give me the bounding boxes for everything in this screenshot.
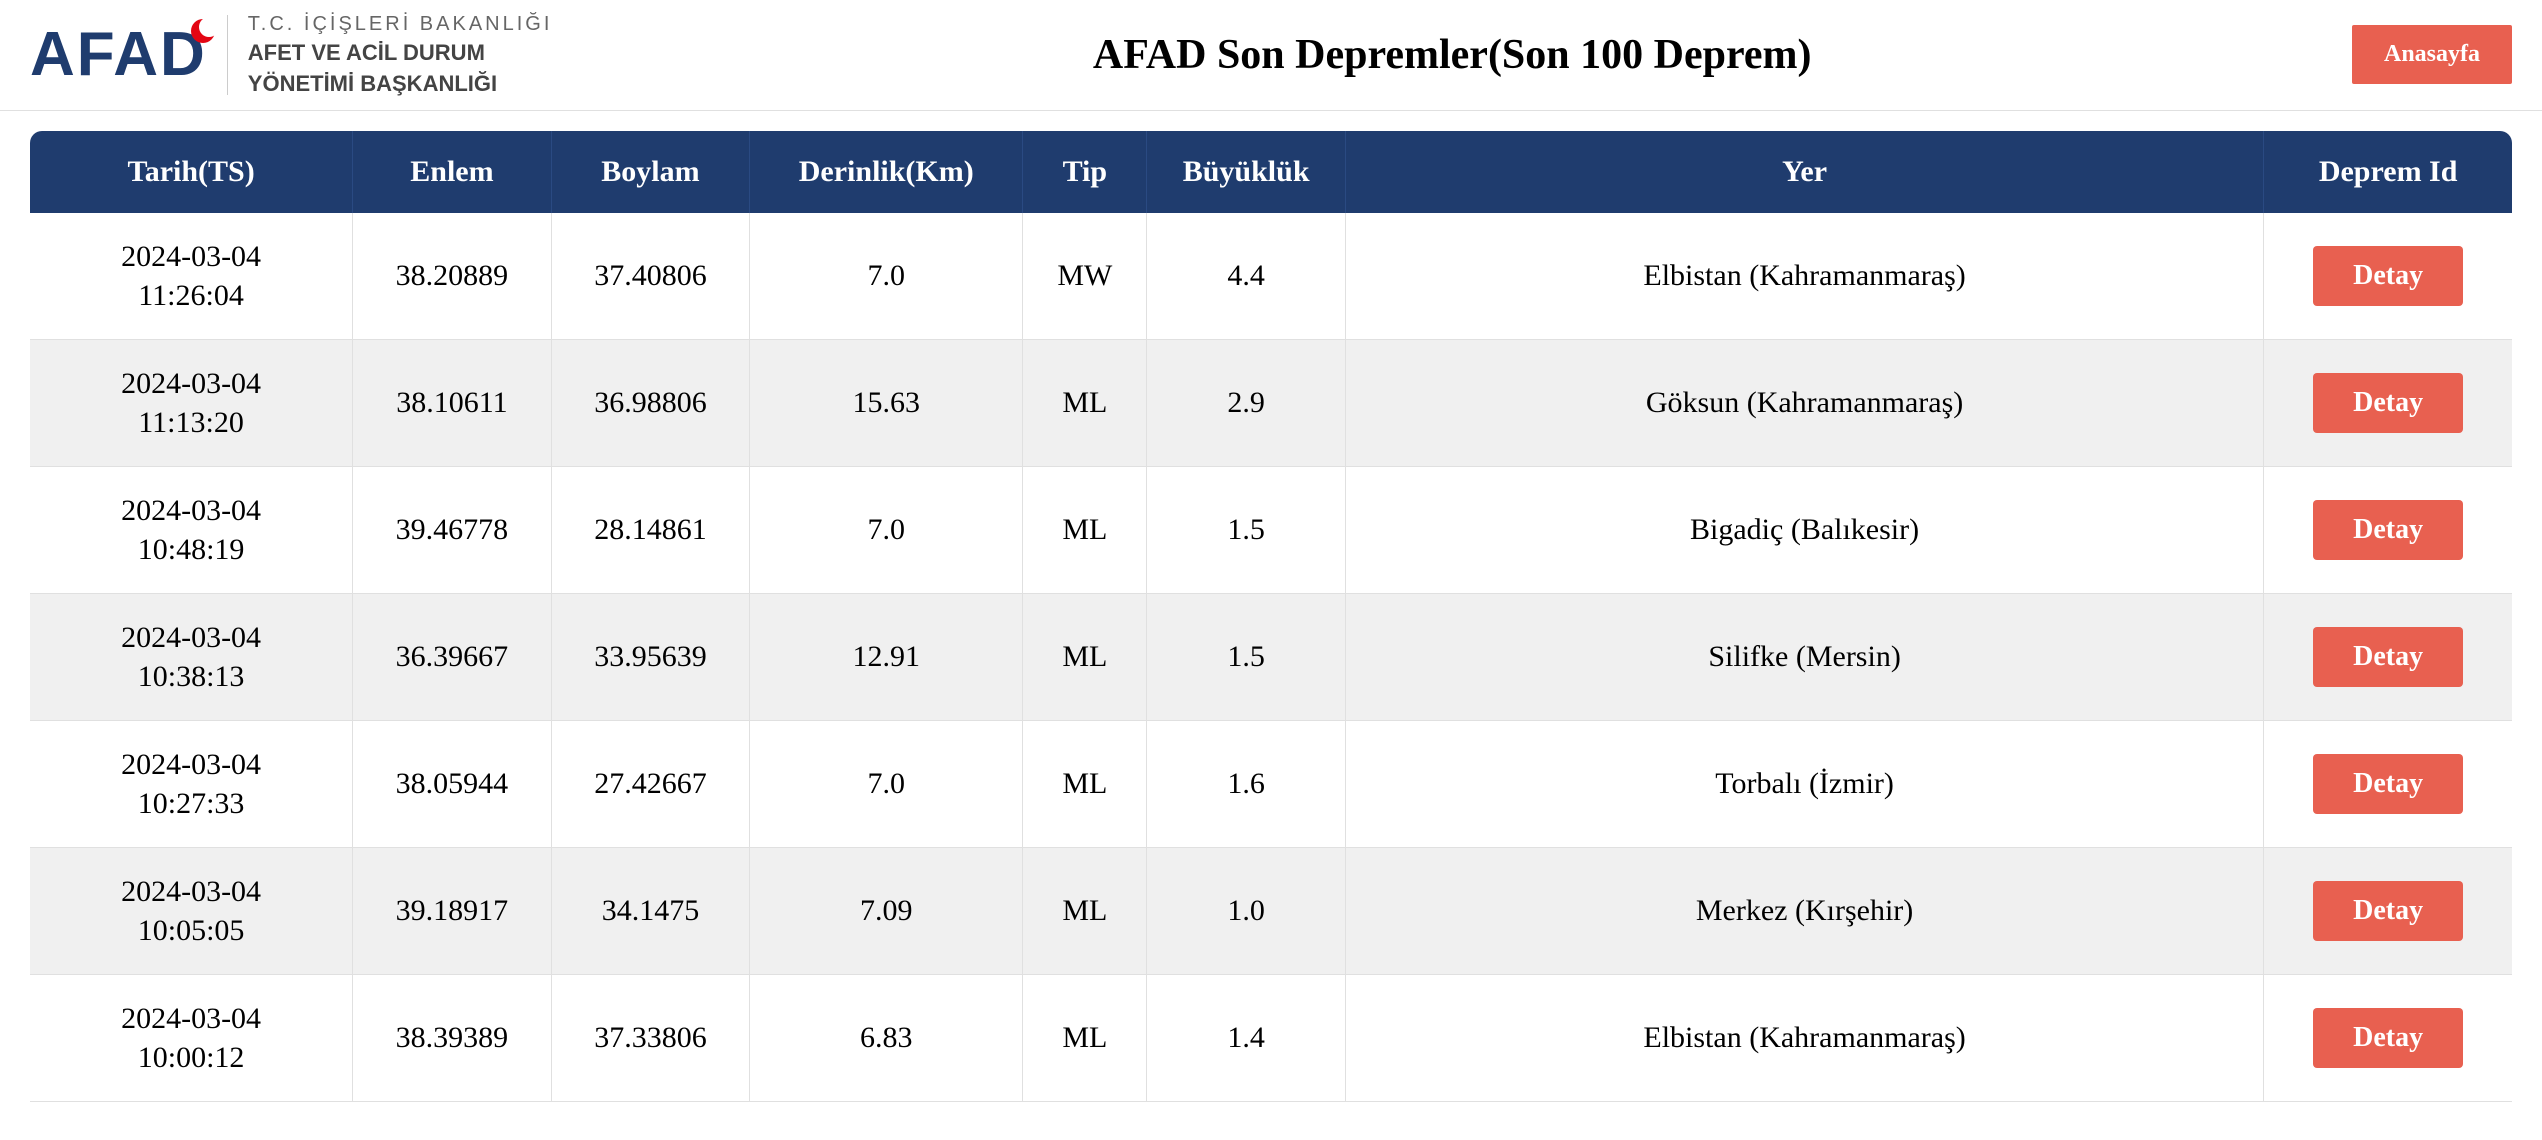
cell-tarih: 2024-03-04 11:13:20 [30, 339, 353, 466]
earthquakes-table: Tarih(TS) Enlem Boylam Derinlik(Km) Tip … [30, 131, 2512, 1102]
cell-enlem: 38.10611 [353, 339, 552, 466]
crescent-icon [191, 19, 215, 43]
logo-text: AFAD [30, 20, 207, 89]
cell-derinlik: 7.0 [750, 466, 1023, 593]
home-button[interactable]: Anasayfa [2352, 25, 2512, 84]
cell-buyukluk: 2.9 [1147, 339, 1346, 466]
table-row: 2024-03-04 10:38:1336.3966733.9563912.91… [30, 593, 2512, 720]
column-header-buyukluk[interactable]: Büyüklük [1147, 131, 1346, 213]
detail-button[interactable]: Detay [2313, 881, 2463, 941]
cell-tip: ML [1023, 720, 1147, 847]
cell-buyukluk: 1.0 [1147, 847, 1346, 974]
cell-buyukluk: 1.6 [1147, 720, 1346, 847]
cell-derinlik: 7.09 [750, 847, 1023, 974]
cell-depremid: Detay [2264, 720, 2512, 847]
cell-tarih: 2024-03-04 10:48:19 [30, 466, 353, 593]
detail-button[interactable]: Detay [2313, 500, 2463, 560]
logo-section: AFAD T.C. İÇİŞLERİ BAKANLIĞI AFET VE ACİ… [30, 10, 552, 100]
cell-boylam: 37.33806 [551, 974, 750, 1101]
cell-enlem: 38.39389 [353, 974, 552, 1101]
table-row: 2024-03-04 10:48:1939.4677828.148617.0ML… [30, 466, 2512, 593]
ministry-text: T.C. İÇİŞLERİ BAKANLIĞI AFET VE ACİL DUR… [248, 10, 553, 100]
cell-tarih: 2024-03-04 11:26:04 [30, 213, 353, 340]
cell-tip: ML [1023, 466, 1147, 593]
cell-yer: Elbistan (Kahramanmaraş) [1345, 213, 2263, 340]
column-header-tip[interactable]: Tip [1023, 131, 1147, 213]
table-container: Tarih(TS) Enlem Boylam Derinlik(Km) Tip … [0, 111, 2542, 1122]
cell-enlem: 38.20889 [353, 213, 552, 340]
cell-tip: ML [1023, 339, 1147, 466]
table-row: 2024-03-04 11:13:2038.1061136.9880615.63… [30, 339, 2512, 466]
column-header-boylam[interactable]: Boylam [551, 131, 750, 213]
cell-enlem: 39.18917 [353, 847, 552, 974]
cell-tarih: 2024-03-04 10:27:33 [30, 720, 353, 847]
cell-derinlik: 7.0 [750, 213, 1023, 340]
cell-boylam: 27.42667 [551, 720, 750, 847]
table-row: 2024-03-04 10:05:0539.1891734.14757.09ML… [30, 847, 2512, 974]
cell-depremid: Detay [2264, 593, 2512, 720]
cell-yer: Elbistan (Kahramanmaraş) [1345, 974, 2263, 1101]
table-row: 2024-03-04 10:00:1238.3938937.338066.83M… [30, 974, 2512, 1101]
column-header-yer[interactable]: Yer [1345, 131, 2263, 213]
cell-yer: Merkez (Kırşehir) [1345, 847, 2263, 974]
cell-depremid: Detay [2264, 974, 2512, 1101]
cell-boylam: 33.95639 [551, 593, 750, 720]
cell-tarih: 2024-03-04 10:05:05 [30, 847, 353, 974]
cell-enlem: 38.05944 [353, 720, 552, 847]
detail-button[interactable]: Detay [2313, 754, 2463, 814]
cell-boylam: 34.1475 [551, 847, 750, 974]
column-header-derinlik[interactable]: Derinlik(Km) [750, 131, 1023, 213]
cell-tarih: 2024-03-04 10:00:12 [30, 974, 353, 1101]
cell-buyukluk: 1.5 [1147, 593, 1346, 720]
column-header-enlem[interactable]: Enlem [353, 131, 552, 213]
detail-button[interactable]: Detay [2313, 373, 2463, 433]
cell-tarih: 2024-03-04 10:38:13 [30, 593, 353, 720]
cell-yer: Torbalı (İzmir) [1345, 720, 2263, 847]
cell-tip: ML [1023, 974, 1147, 1101]
detail-button[interactable]: Detay [2313, 246, 2463, 306]
cell-yer: Silifke (Mersin) [1345, 593, 2263, 720]
cell-boylam: 28.14861 [551, 466, 750, 593]
cell-derinlik: 15.63 [750, 339, 1023, 466]
ministry-line1: T.C. İÇİŞLERİ BAKANLIĞI [248, 10, 553, 38]
cell-derinlik: 12.91 [750, 593, 1023, 720]
cell-yer: Göksun (Kahramanmaraş) [1345, 339, 2263, 466]
cell-enlem: 36.39667 [353, 593, 552, 720]
cell-tip: MW [1023, 213, 1147, 340]
cell-derinlik: 6.83 [750, 974, 1023, 1101]
page-title: AFAD Son Depremler(Son 100 Deprem) [552, 31, 2352, 79]
column-header-tarih[interactable]: Tarih(TS) [30, 131, 353, 213]
table-header: Tarih(TS) Enlem Boylam Derinlik(Km) Tip … [30, 131, 2512, 213]
cell-buyukluk: 4.4 [1147, 213, 1346, 340]
cell-derinlik: 7.0 [750, 720, 1023, 847]
ministry-line2: AFET VE ACİL DURUM [248, 38, 553, 69]
table-row: 2024-03-04 11:26:0438.2088937.408067.0MW… [30, 213, 2512, 340]
cell-depremid: Detay [2264, 339, 2512, 466]
page-header: AFAD T.C. İÇİŞLERİ BAKANLIĞI AFET VE ACİ… [0, 0, 2542, 111]
cell-buyukluk: 1.5 [1147, 466, 1346, 593]
cell-tip: ML [1023, 847, 1147, 974]
afad-logo: AFAD [30, 19, 207, 90]
detail-button[interactable]: Detay [2313, 627, 2463, 687]
cell-depremid: Detay [2264, 213, 2512, 340]
cell-enlem: 39.46778 [353, 466, 552, 593]
table-row: 2024-03-04 10:27:3338.0594427.426677.0ML… [30, 720, 2512, 847]
logo-divider [227, 15, 228, 95]
cell-tip: ML [1023, 593, 1147, 720]
table-body: 2024-03-04 11:26:0438.2088937.408067.0MW… [30, 213, 2512, 1102]
ministry-line3: YÖNETİMİ BAŞKANLIĞI [248, 69, 553, 100]
cell-yer: Bigadiç (Balıkesir) [1345, 466, 2263, 593]
cell-boylam: 36.98806 [551, 339, 750, 466]
detail-button[interactable]: Detay [2313, 1008, 2463, 1068]
cell-boylam: 37.40806 [551, 213, 750, 340]
column-header-depremid[interactable]: Deprem Id [2264, 131, 2512, 213]
cell-depremid: Detay [2264, 466, 2512, 593]
cell-depremid: Detay [2264, 847, 2512, 974]
cell-buyukluk: 1.4 [1147, 974, 1346, 1101]
